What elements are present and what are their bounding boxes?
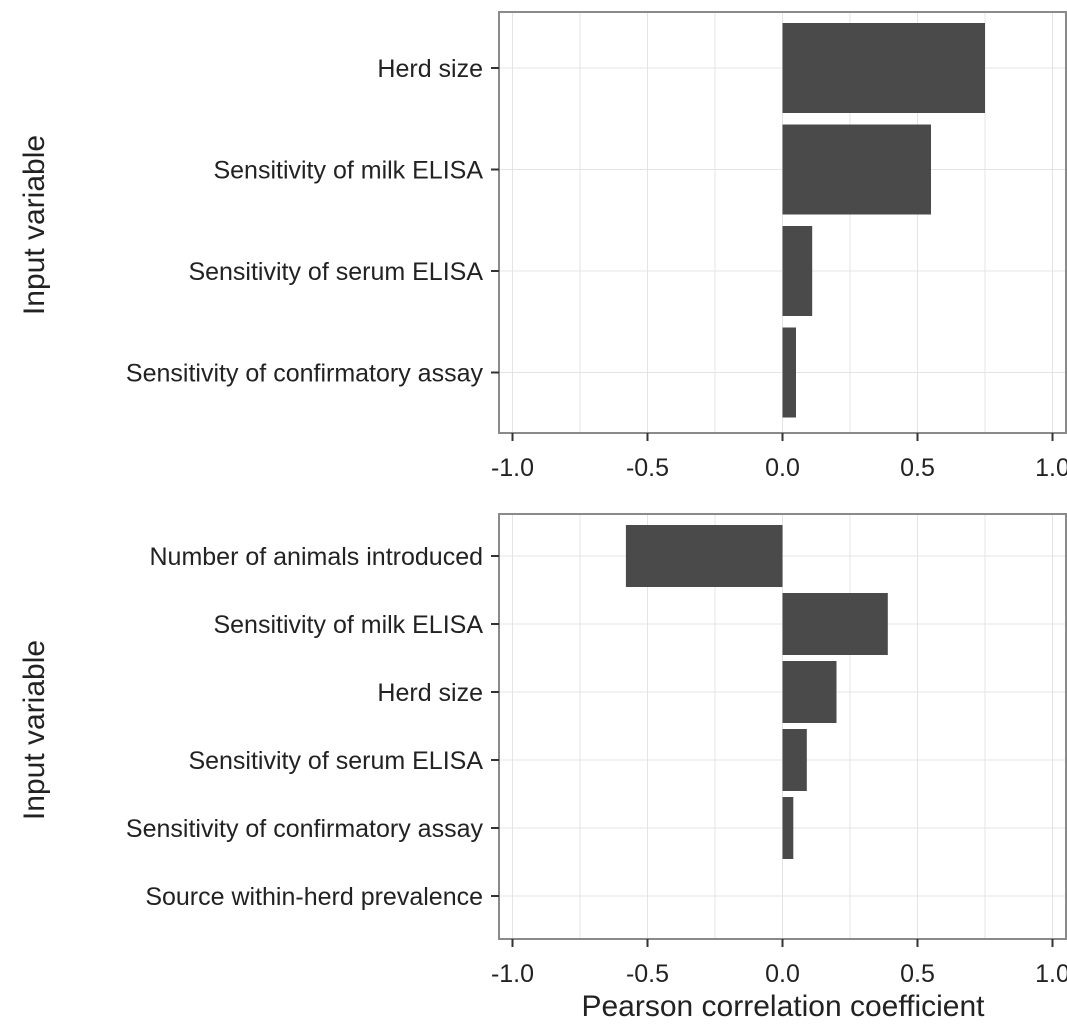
x-tick-label: -0.5 xyxy=(626,454,669,482)
panel-bottom-category-labels: Number of animals introduced Sensitivity … xyxy=(126,543,499,911)
x-tick-label: -1.0 xyxy=(491,454,534,482)
x-tick-label: 0.0 xyxy=(765,960,800,988)
panel-bottom-y-axis-title: Input variable xyxy=(18,640,51,820)
bar xyxy=(782,797,794,859)
bar xyxy=(782,226,813,316)
x-tick-label: -1.0 xyxy=(491,960,534,988)
category-label: Sensitivity of serum ELISA xyxy=(188,258,483,286)
category-label: Sensitivity of milk ELISA xyxy=(213,157,483,185)
category-label: Sensitivity of serum ELISA xyxy=(188,747,483,775)
bar xyxy=(782,593,888,655)
x-tick-label: 0.5 xyxy=(900,960,935,988)
panel-bottom-bars xyxy=(625,525,888,859)
bar xyxy=(625,525,783,587)
x-tick-label: 1.0 xyxy=(1035,454,1067,482)
x-tick-label: 0.5 xyxy=(900,454,935,482)
x-tick-label: -0.5 xyxy=(626,960,669,988)
x-tick-label: 1.0 xyxy=(1035,960,1067,988)
x-axis-title: Pearson correlation coefficient xyxy=(581,990,985,1023)
category-label: Sensitivity of milk ELISA xyxy=(213,611,483,639)
panel-top-x-ticks: -1.0 -0.5 0.0 0.5 1.0 xyxy=(491,433,1067,482)
panel-top-bars xyxy=(782,23,985,418)
panel-top-y-axis-title: Input variable xyxy=(18,135,51,315)
panel-top-category-labels: Herd size Sensitivity of milk ELISA Sensit… xyxy=(126,55,499,388)
bar xyxy=(782,661,837,723)
category-label: Sensitivity of confirmatory assay xyxy=(126,815,484,843)
bar xyxy=(782,327,796,418)
bar xyxy=(782,23,985,113)
category-label: Herd size xyxy=(377,55,483,83)
category-label: Sensitivity of confirmatory assay xyxy=(126,360,484,388)
panel-bottom: Number of animals introduced Sensitivity … xyxy=(18,513,1067,1023)
bar xyxy=(782,729,807,791)
bar xyxy=(782,124,931,215)
category-label: Herd size xyxy=(377,679,483,707)
panel-top: Herd size Sensitivity of milk ELISA Sensit… xyxy=(18,11,1067,482)
panel-bottom-x-ticks: -1.0 -0.5 0.0 0.5 1.0 xyxy=(491,939,1067,988)
category-label: Source within-herd prevalence xyxy=(145,883,483,911)
category-label: Number of animals introduced xyxy=(150,543,484,571)
x-tick-label: 0.0 xyxy=(765,454,800,482)
